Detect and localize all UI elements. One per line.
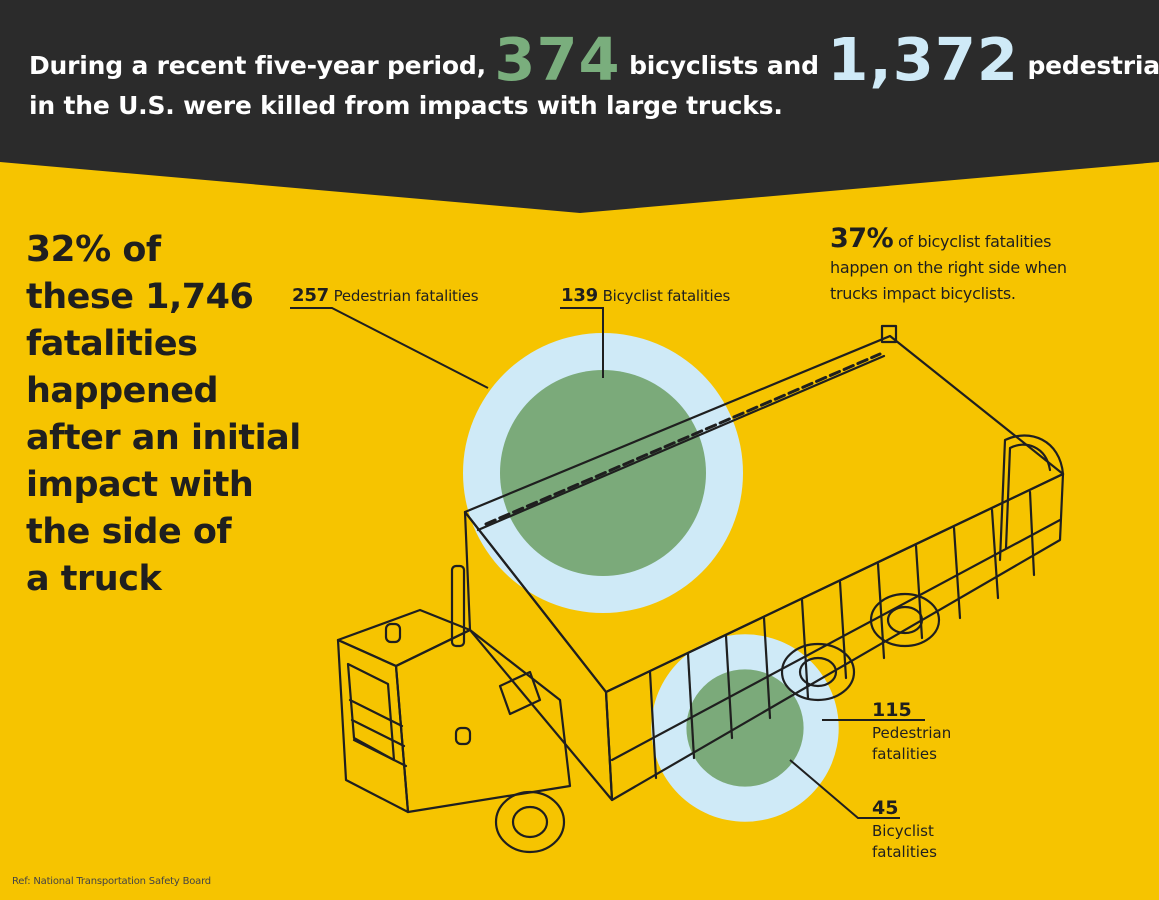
roof-rail [476,354,886,532]
side-ribs [648,490,1036,780]
top-bicyclist-text: Bicyclist fatalities [602,287,731,305]
front-wheel [494,790,566,854]
side-impact-line: impact with [26,465,254,505]
right-pedestrian-line1: Pedestrian [872,724,952,742]
roof-seam [484,352,882,526]
side-impact-of: of [122,230,161,270]
top-pedestrian-count: 257 [292,285,329,306]
exhaust-stack [450,564,466,648]
right-pedestrian-label: 115 Pedestrian fatalities [872,698,951,765]
rear-door-inner [1004,443,1052,550]
pedestrians-count: 1,372 [827,25,1019,94]
side-impact-line: happened [26,371,219,411]
roof-vent [880,324,898,344]
side-rail [610,518,1062,762]
rear-hub [886,605,924,635]
cab-grille [350,718,406,748]
rear-wheel [780,642,856,702]
front-hub [511,805,549,839]
headline: During a recent five-year period, 374 bi… [29,30,1159,124]
headline-banner [0,0,1159,213]
side-impact-percent: 32% [26,229,111,270]
right-side-percent: 37% [830,223,894,254]
leader-top-bicyclist [560,307,604,378]
right-side-line2: happen on the right side when [830,258,1067,277]
rear-wheel [869,592,941,648]
side-impact-stat: 32% of these 1,746 fatalities happened a… [26,226,301,603]
right-side-bicyclist-circle [686,669,804,787]
leader-right-bicyclist [789,759,900,819]
side-impact-line: after an initial [26,418,301,458]
top-bicyclist-count: 139 [561,285,598,306]
right-bicyclist-label: 45 Bicyclist fatalities [872,796,937,863]
cab-grille [348,698,404,728]
side-impact-line: fatalities [26,324,198,364]
cab-grille [352,738,408,768]
leader-lines [290,307,925,819]
right-side-line3: trucks impact bicyclists. [830,284,1016,303]
right-bicyclist-count: 45 [872,797,899,819]
rear-hub [798,656,838,688]
cab-roof [336,608,472,668]
right-side-stat: 37% of bicyclist fatalities happen on th… [830,223,1067,307]
side-impact-line: a truck [26,559,162,599]
truck-outline [336,324,1065,854]
reference-note: Ref: National Transportation Safety Boar… [12,876,211,887]
right-pedestrian-count: 115 [872,699,912,721]
hood-beacon [454,726,472,746]
headline-bicyclists-text: bicyclists and [629,51,819,80]
top-pedestrian-text: Pedestrian fatalities [333,287,479,305]
cab-side [394,628,572,814]
trailer-front [463,510,614,802]
leader-top-pedestrian [290,307,489,389]
banner-shape [0,0,1159,213]
headline-pedestrians-text: pedestrians [1027,51,1159,80]
headline-line2: in the U.S. were killed from impacts wit… [29,91,783,120]
right-bicyclist-line1: Bicyclist [872,822,934,840]
top-pedestrian-label: 257 Pedestrian fatalities [292,285,479,306]
right-bicyclist-line2: fatalities [872,843,937,861]
headline-intro: During a recent five-year period, [29,51,486,80]
air-cleaner [498,670,542,716]
top-bicyclist-label: 139 Bicyclist fatalities [561,285,730,306]
rear-door [998,434,1065,562]
bicyclists-count: 374 [494,25,621,94]
right-pedestrian-line2: fatalities [872,745,937,763]
side-impact-line: the side of [26,512,232,552]
roof-beacon [384,622,402,644]
cab-window [346,662,396,762]
right-side-line1: of bicyclist fatalities [897,232,1052,251]
side-impact-line: these 1,746 [26,277,254,317]
